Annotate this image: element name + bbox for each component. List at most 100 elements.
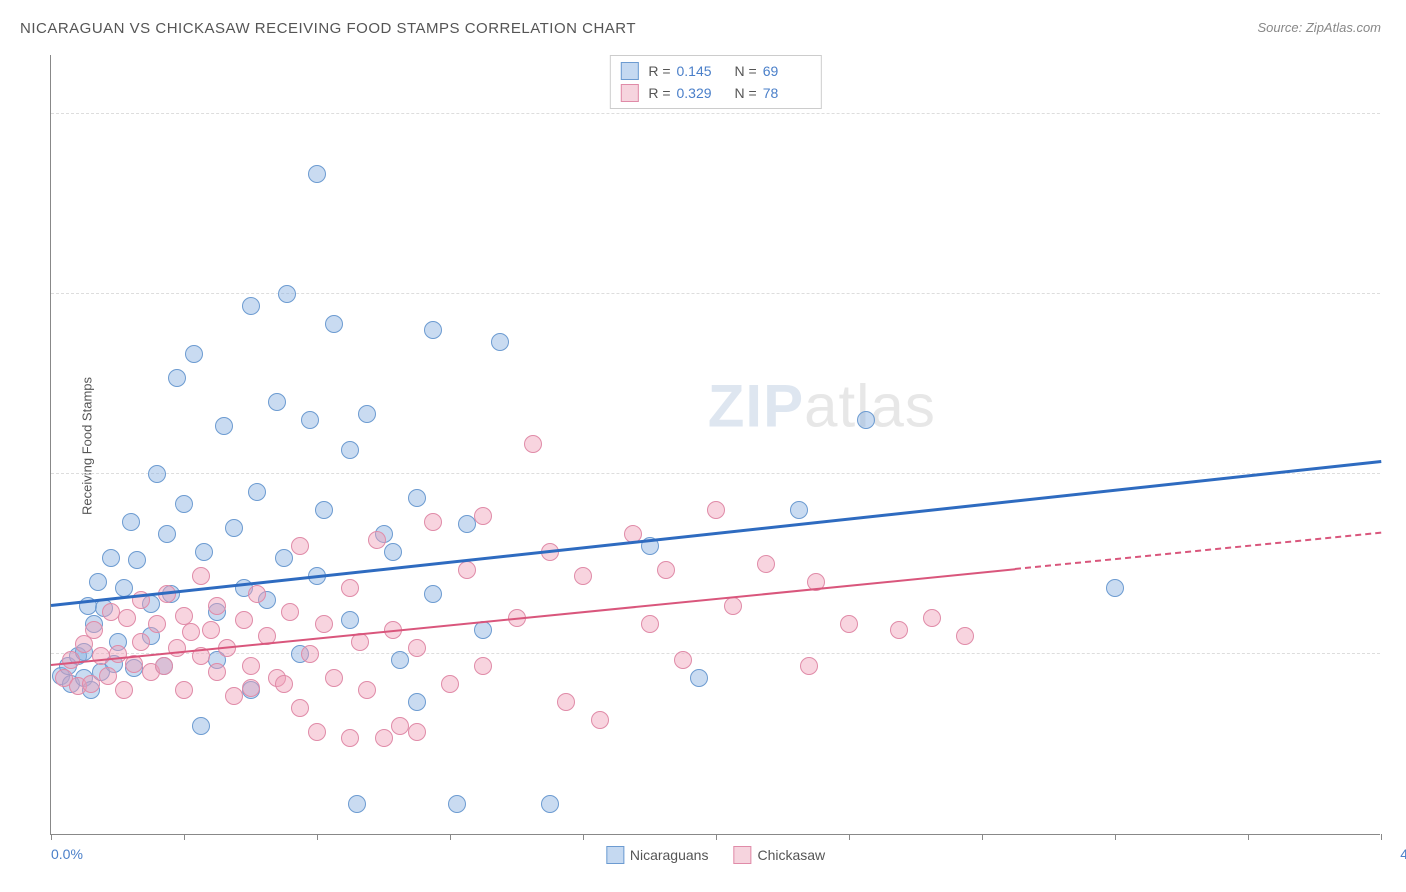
scatter-point bbox=[115, 681, 133, 699]
scatter-point bbox=[215, 417, 233, 435]
scatter-point bbox=[325, 315, 343, 333]
scatter-point bbox=[391, 651, 409, 669]
scatter-point bbox=[840, 615, 858, 633]
scatter-point bbox=[235, 611, 253, 629]
scatter-point bbox=[82, 675, 100, 693]
scatter-point bbox=[242, 657, 260, 675]
scatter-point bbox=[674, 651, 692, 669]
scatter-point bbox=[574, 567, 592, 585]
scatter-point bbox=[474, 657, 492, 675]
scatter-point bbox=[158, 525, 176, 543]
scatter-point bbox=[448, 795, 466, 813]
gridline bbox=[51, 473, 1380, 474]
scatter-point bbox=[491, 333, 509, 351]
scatter-point bbox=[1106, 579, 1124, 597]
scatter-point bbox=[408, 489, 426, 507]
scatter-point bbox=[301, 411, 319, 429]
y-tick-label: 60.0% bbox=[1390, 90, 1406, 106]
scatter-point bbox=[185, 345, 203, 363]
n-value-2: 78 bbox=[763, 85, 811, 101]
r-value-2: 0.329 bbox=[677, 85, 725, 101]
bottom-legend-item-1: Nicaraguans bbox=[606, 846, 709, 864]
x-tick bbox=[450, 834, 451, 840]
gridline bbox=[51, 113, 1380, 114]
r-label-1: R = bbox=[648, 63, 670, 79]
stats-row-series2: R = 0.329 N = 78 bbox=[620, 82, 810, 104]
scatter-point bbox=[956, 627, 974, 645]
x-tick bbox=[317, 834, 318, 840]
r-label-2: R = bbox=[648, 85, 670, 101]
scatter-point bbox=[724, 597, 742, 615]
bottom-legend-label-1: Nicaraguans bbox=[630, 847, 709, 863]
scatter-point bbox=[657, 561, 675, 579]
x-tick bbox=[849, 834, 850, 840]
scatter-point bbox=[315, 615, 333, 633]
scatter-point bbox=[923, 609, 941, 627]
scatter-point bbox=[248, 483, 266, 501]
x-tick bbox=[982, 834, 983, 840]
scatter-point bbox=[890, 621, 908, 639]
scatter-point bbox=[408, 693, 426, 711]
scatter-point bbox=[278, 285, 296, 303]
scatter-point bbox=[168, 369, 186, 387]
watermark-bold: ZIP bbox=[708, 372, 804, 439]
scatter-point bbox=[182, 623, 200, 641]
scatter-point bbox=[275, 549, 293, 567]
legend-swatch-series1 bbox=[620, 62, 638, 80]
r-value-1: 0.145 bbox=[677, 63, 725, 79]
scatter-point bbox=[541, 795, 559, 813]
scatter-point bbox=[408, 639, 426, 657]
scatter-point bbox=[175, 681, 193, 699]
scatter-point bbox=[368, 531, 386, 549]
scatter-point bbox=[458, 561, 476, 579]
n-label-1: N = bbox=[735, 63, 757, 79]
n-label-2: N = bbox=[735, 85, 757, 101]
scatter-point bbox=[99, 667, 117, 685]
scatter-point bbox=[202, 621, 220, 639]
scatter-point bbox=[291, 699, 309, 717]
scatter-point bbox=[102, 549, 120, 567]
scatter-point bbox=[268, 393, 286, 411]
scatter-point bbox=[248, 585, 266, 603]
scatter-point bbox=[148, 615, 166, 633]
scatter-point bbox=[242, 679, 260, 697]
scatter-point bbox=[301, 645, 319, 663]
bottom-legend: Nicaraguans Chickasaw bbox=[606, 846, 825, 864]
chart-title: NICARAGUAN VS CHICKASAW RECEIVING FOOD S… bbox=[20, 20, 636, 37]
gridline bbox=[51, 293, 1380, 294]
scatter-point bbox=[192, 717, 210, 735]
scatter-point bbox=[175, 607, 193, 625]
trend-line bbox=[1015, 532, 1381, 570]
scatter-point bbox=[341, 579, 359, 597]
y-tick-label: 45.0% bbox=[1390, 270, 1406, 286]
scatter-point bbox=[384, 543, 402, 561]
x-tick bbox=[1381, 834, 1382, 840]
scatter-point bbox=[424, 513, 442, 531]
scatter-point bbox=[857, 411, 875, 429]
scatter-point bbox=[281, 603, 299, 621]
scatter-point bbox=[458, 515, 476, 533]
scatter-point bbox=[132, 633, 150, 651]
source-attribution: Source: ZipAtlas.com bbox=[1257, 20, 1381, 35]
x-tick bbox=[184, 834, 185, 840]
scatter-point bbox=[155, 657, 173, 675]
scatter-point bbox=[195, 543, 213, 561]
scatter-point bbox=[441, 675, 459, 693]
bottom-swatch-2 bbox=[733, 846, 751, 864]
scatter-point bbox=[315, 501, 333, 519]
scatter-point bbox=[408, 723, 426, 741]
scatter-point bbox=[341, 611, 359, 629]
x-tick bbox=[1115, 834, 1116, 840]
scatter-point bbox=[474, 507, 492, 525]
x-tick bbox=[583, 834, 584, 840]
scatter-point bbox=[524, 435, 542, 453]
x-tick bbox=[1248, 834, 1249, 840]
scatter-point bbox=[208, 663, 226, 681]
scatter-point bbox=[89, 573, 107, 591]
x-tick-label: 40.0% bbox=[1400, 846, 1406, 862]
watermark: ZIPatlas bbox=[708, 371, 936, 440]
scatter-point bbox=[348, 795, 366, 813]
x-tick-label: 0.0% bbox=[51, 846, 83, 862]
scatter-point bbox=[109, 645, 127, 663]
scatter-point bbox=[308, 723, 326, 741]
